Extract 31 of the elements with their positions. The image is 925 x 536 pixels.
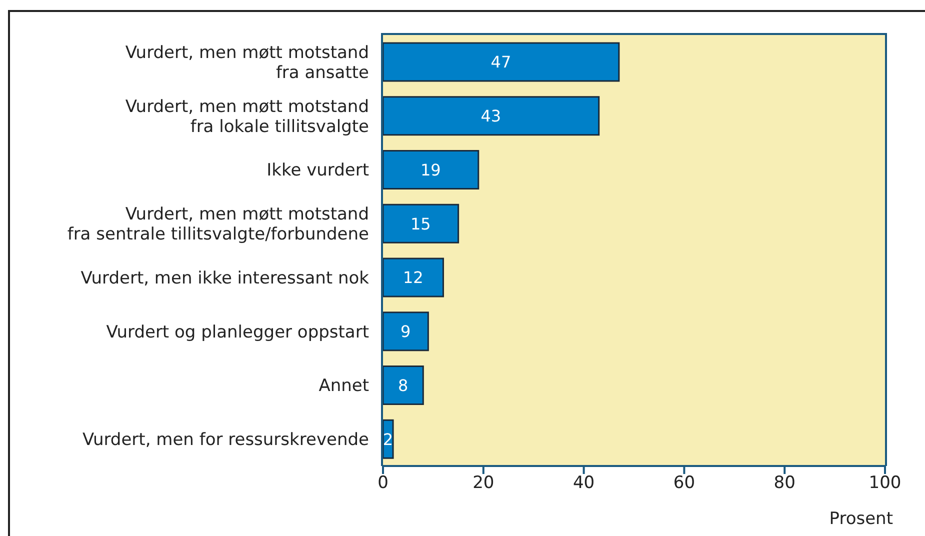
data-label: 19 [420, 160, 441, 180]
x-axis-title: Prosent [829, 509, 894, 529]
bar [383, 366, 424, 405]
data-label: 9 [400, 322, 411, 342]
bar [383, 419, 394, 459]
bar [383, 150, 480, 190]
data-label: 12 [402, 268, 424, 288]
y-tick-label: Vurdert, men møtt motstand fra ansatte [125, 42, 369, 83]
x-tick-label: 100 [868, 473, 902, 494]
data-label: 8 [398, 376, 408, 395]
x-tick-label: 0 [378, 473, 388, 494]
data-label: 2 [382, 430, 394, 449]
bar [383, 258, 444, 298]
bar [383, 42, 620, 82]
data-label: 47 [490, 52, 512, 72]
y-tick-label: Annet [318, 376, 370, 396]
data-label: 15 [410, 214, 431, 234]
y-tick-label: Vurdert, men møtt motstand fra lokale tillitsvalgte [125, 96, 369, 137]
x-tick-label: 40 [572, 473, 595, 494]
y-tick-label: Ikke vurdert [266, 160, 370, 181]
bar [383, 204, 460, 244]
x-tick-label: 80 [774, 473, 796, 494]
data-label: 43 [480, 106, 502, 126]
bar [383, 96, 600, 136]
bar [383, 312, 429, 352]
x-tick-label: 60 [673, 473, 696, 494]
y-tick-label: Vurdert, men ikke interessant nok [80, 268, 370, 288]
y-tick-label: Vurdert og planlegger oppstart [106, 322, 370, 342]
y-tick-label: Vurdert, men møtt motstand fra sentrale tillitsvalgte/forbundene [67, 204, 369, 245]
x-tick-label: 20 [472, 473, 494, 494]
y-tick-label: Vurdert, men for ressurskrevende [82, 430, 369, 450]
